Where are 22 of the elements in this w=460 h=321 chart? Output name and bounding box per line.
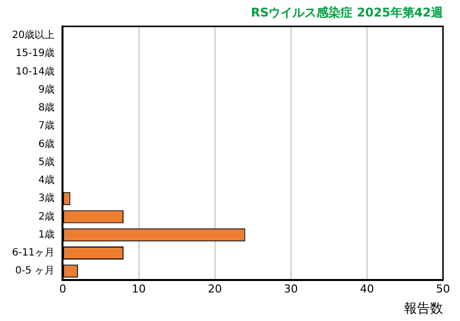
y-tick-label: 0-5 ヶ月 bbox=[15, 266, 55, 277]
y-tick-label: 10-14歳 bbox=[16, 65, 55, 78]
x-tick-label: 40 bbox=[360, 282, 374, 296]
y-tick-label: 15-19歳 bbox=[16, 47, 55, 60]
y-tick-label: 4歳 bbox=[38, 174, 55, 186]
chart-title: RSウイルス感染症 2025年第42週 bbox=[250, 5, 444, 20]
x-tick-label: 30 bbox=[284, 282, 298, 296]
x-tick-label: 10 bbox=[132, 282, 146, 296]
y-tick-label: 8歳 bbox=[38, 102, 55, 114]
y-tick-label: 2歳 bbox=[38, 210, 55, 222]
y-tick-label: 3歳 bbox=[38, 192, 55, 204]
y-tick-label: 5歳 bbox=[38, 156, 55, 168]
y-tick-label: 7歳 bbox=[38, 120, 55, 132]
x-tick-label: 50 bbox=[436, 282, 450, 296]
y-tick-label: 20歳以上 bbox=[12, 29, 55, 42]
x-tick-label: 20 bbox=[208, 282, 222, 296]
y-tick-label: 6歳 bbox=[38, 138, 55, 150]
y-tick-label: 6-11ヶ月 bbox=[12, 248, 55, 259]
y-tick-label: 9歳 bbox=[38, 83, 55, 96]
y-tick-label: 1歳 bbox=[38, 228, 55, 240]
x-tick-label: 0 bbox=[59, 282, 66, 296]
x-axis-title: 報告数 bbox=[404, 302, 443, 317]
